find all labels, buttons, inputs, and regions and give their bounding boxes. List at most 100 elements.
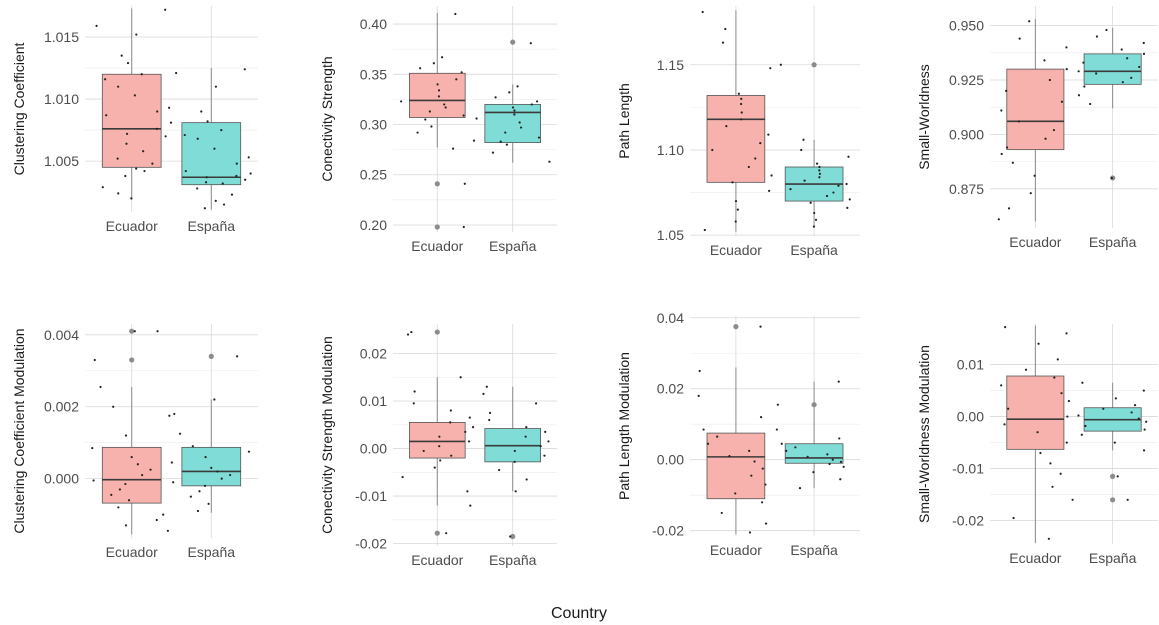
y-tick-label: 1.15 (657, 57, 684, 73)
data-point (760, 501, 764, 504)
y-tick-label: -0.02 (952, 513, 984, 529)
data-point (1071, 498, 1074, 501)
data-point (130, 197, 133, 200)
data-point (454, 12, 457, 16)
data-point (135, 33, 138, 36)
data-point (534, 402, 538, 405)
data-point (1012, 516, 1015, 520)
panel: -0.02 0.00 0.02 0.04 Ecuador España Path Lengt… (616, 310, 860, 558)
x-tick-label: España (489, 552, 537, 568)
y-tick-label: 0.00 (957, 409, 984, 425)
data-point (1077, 94, 1081, 97)
y-tick-label: 1.005 (44, 153, 79, 169)
x-tick-label: Ecuador (1009, 550, 1061, 566)
data-point (133, 94, 136, 97)
data-point (547, 440, 550, 443)
data-point (91, 446, 94, 450)
box-espana (181, 122, 242, 186)
data-point (764, 483, 767, 486)
data-point (725, 125, 728, 128)
y-tick-label: 1.010 (44, 91, 79, 107)
data-point (537, 136, 541, 139)
data-point (438, 435, 441, 438)
data-point (459, 376, 462, 379)
data-point (189, 495, 192, 498)
y-tick-label: 0.01 (360, 393, 387, 409)
data-point (467, 440, 471, 443)
data-point (1120, 48, 1123, 51)
data-point (117, 85, 120, 88)
data-point (99, 385, 102, 389)
data-point (126, 61, 130, 65)
data-point (200, 110, 203, 113)
data-point (1037, 342, 1040, 345)
data-point (529, 42, 532, 45)
data-point (216, 470, 219, 473)
data-point (466, 490, 469, 493)
data-point (780, 442, 783, 445)
data-point (428, 110, 431, 113)
data-point (1065, 441, 1068, 444)
panel: -0.02 -0.01 0.00 0.01 0.02 Ecuador España Conec… (319, 324, 557, 568)
data-point (1095, 72, 1098, 75)
data-point (169, 121, 173, 124)
data-point (1060, 100, 1064, 103)
y-tick-label: 0.25 (360, 167, 387, 183)
data-point (818, 176, 821, 179)
data-point (1065, 332, 1068, 335)
data-point (846, 206, 849, 209)
data-point (472, 139, 476, 142)
data-point (838, 437, 841, 440)
data-point (759, 416, 763, 419)
data-point (813, 211, 816, 215)
data-point (413, 390, 416, 393)
data-point (1138, 65, 1141, 69)
data-point (494, 96, 497, 99)
data-point (1126, 498, 1129, 501)
data-point (548, 160, 551, 163)
data-point (524, 435, 527, 438)
outlier-point (733, 324, 739, 330)
data-point (1142, 52, 1146, 55)
y-tick-label: -0.01 (355, 488, 387, 504)
data-point (1005, 89, 1008, 92)
data-point (110, 493, 113, 496)
data-point (450, 454, 453, 457)
data-point (785, 449, 788, 452)
data-point (1126, 57, 1129, 60)
data-point (155, 518, 158, 522)
box-ecuador (1006, 375, 1065, 450)
data-point (1067, 399, 1071, 403)
data-point (117, 192, 120, 195)
data-point (1145, 420, 1148, 423)
data-point (168, 106, 171, 109)
y-tick-label: 0.00 (360, 441, 387, 457)
data-point (475, 117, 478, 120)
data-point (1053, 376, 1056, 379)
data-point (1065, 46, 1068, 49)
panel: 1.005 1.010 1.015 Ecuador España Clustering C… (11, 6, 258, 234)
data-point (1011, 161, 1014, 164)
data-point (1142, 41, 1145, 45)
data-point (1142, 389, 1145, 392)
data-point (1066, 415, 1069, 418)
data-point (451, 147, 455, 150)
data-point (1143, 428, 1146, 431)
data-point (491, 151, 495, 154)
data-point (1081, 381, 1084, 384)
data-point (1007, 407, 1010, 410)
data-point (460, 71, 463, 74)
y-axis-label: Small-Worldness (916, 64, 932, 170)
data-point (1049, 462, 1052, 465)
data-point (761, 467, 764, 470)
data-point (837, 380, 840, 383)
data-point (230, 193, 234, 196)
data-point (247, 450, 251, 453)
y-tick-label: 0.02 (360, 345, 387, 361)
data-point (170, 461, 173, 464)
data-point (95, 24, 98, 27)
data-point (1113, 441, 1116, 444)
y-tick-label: -0.02 (652, 523, 684, 539)
data-point (997, 218, 1000, 221)
data-point (488, 411, 492, 414)
